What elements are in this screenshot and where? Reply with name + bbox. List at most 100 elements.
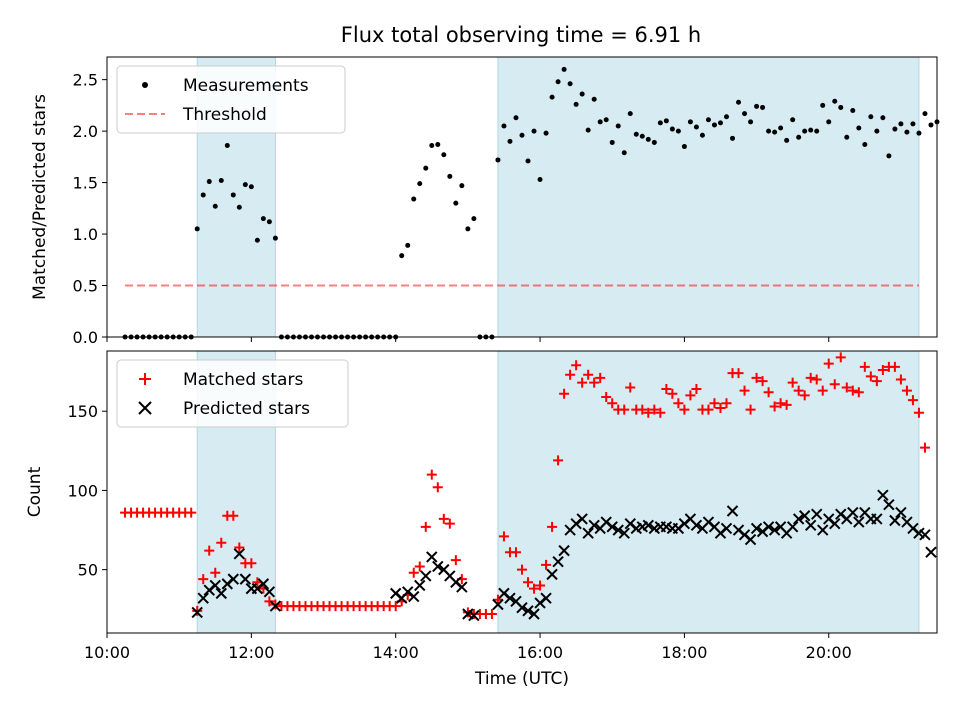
matched-point [805,372,816,383]
matched-point [877,365,888,376]
measurement-point [537,177,543,182]
measurement-point [423,165,429,171]
measurement-point [525,158,531,164]
matched-point [673,398,684,409]
measurement-point [832,98,838,104]
measurement-point [573,101,579,107]
measurement-point [754,103,760,109]
matched-point [799,390,810,401]
measurement-point [717,120,723,126]
measurement-point [579,91,585,97]
predicted-point [528,608,540,620]
measurement-point [447,173,453,179]
measurement-point [651,139,657,145]
legend-box [116,65,346,134]
matched-point [751,372,762,383]
measurement-point [784,137,790,143]
legend-predicted-swatch [138,401,152,415]
matched-point [426,469,437,480]
predicted-point [552,556,564,568]
measurement-point [766,128,772,134]
measurement-point [405,242,411,248]
matched-point [913,407,924,418]
matched-point [216,537,227,548]
predicted-point [516,601,528,614]
predicted-point [420,570,432,582]
measurement-point [880,115,886,121]
measurement-point [615,123,621,129]
measurement-point [814,128,820,134]
measurement-point [501,123,507,129]
matched-point [703,404,714,415]
matched-point [270,599,281,610]
predicted-point [817,524,829,536]
y-tick-label: 50 [78,561,98,580]
measurement-point [567,81,573,87]
measurement-point [266,219,272,225]
measurement-point [663,118,669,124]
measurement-point [254,237,260,243]
predicted-point [209,579,221,592]
matched-point [198,574,209,585]
measurement-point [465,226,471,232]
matched-point [745,404,756,415]
predicted-point [768,524,781,536]
predicted-point [588,519,600,531]
predicted-point [546,568,558,581]
matched-point [859,361,870,372]
matched-point [565,369,576,380]
measurement-point [531,128,537,134]
measurement-point [549,94,555,100]
measurement-point [224,143,230,149]
x-tick-label: 16:00 [517,643,563,662]
predicted-point [456,581,468,593]
measurement-point [399,253,405,259]
matched-point [847,385,858,396]
matched-point [715,403,726,414]
measurement-point [910,121,916,127]
matched-point [510,547,521,558]
matched-point [625,382,636,393]
matched-point [709,398,720,409]
matched-point [781,399,792,410]
measurement-point [742,111,748,117]
matched-point [559,388,570,399]
matched-point [186,507,197,518]
matched-point [643,407,654,418]
matched-point [775,398,786,409]
measurement-point [459,183,465,189]
predicted-point [426,551,438,563]
matched-point [865,371,876,382]
measurement-point [429,143,435,149]
y-tick-label: 100 [67,481,98,500]
matched-point [390,601,401,612]
predicted-point [811,508,823,520]
predicted-point [492,598,504,611]
measurement-point [922,111,928,117]
predicted-point [847,506,859,519]
matched-point [492,594,503,605]
measurement-point [772,129,778,135]
measurement-point [657,120,663,126]
bottom-panel: 50 100 150 10:00 12:00 14:00 16:00 18:00 20:00 Co… [25,350,938,689]
measurement-point [705,117,711,123]
measurement-point [260,216,266,222]
matched-point [637,404,648,415]
measurement-point [645,136,651,142]
measurement-point [453,200,459,206]
matched-point [234,542,245,553]
measurement-point [585,127,591,133]
predicted-point [877,489,889,501]
measurement-point [597,119,603,125]
matched-point [529,583,540,594]
predicted-point [925,546,937,558]
x-tick-label: 12:00 [228,643,274,662]
measurement-point [778,125,784,131]
predicted-point [582,527,594,539]
matched-point [589,377,600,388]
measurement-point [693,124,699,130]
y-tick-label: 150 [67,402,98,421]
matched-point [619,404,630,415]
matched-point [823,358,834,369]
matched-point [535,580,546,591]
